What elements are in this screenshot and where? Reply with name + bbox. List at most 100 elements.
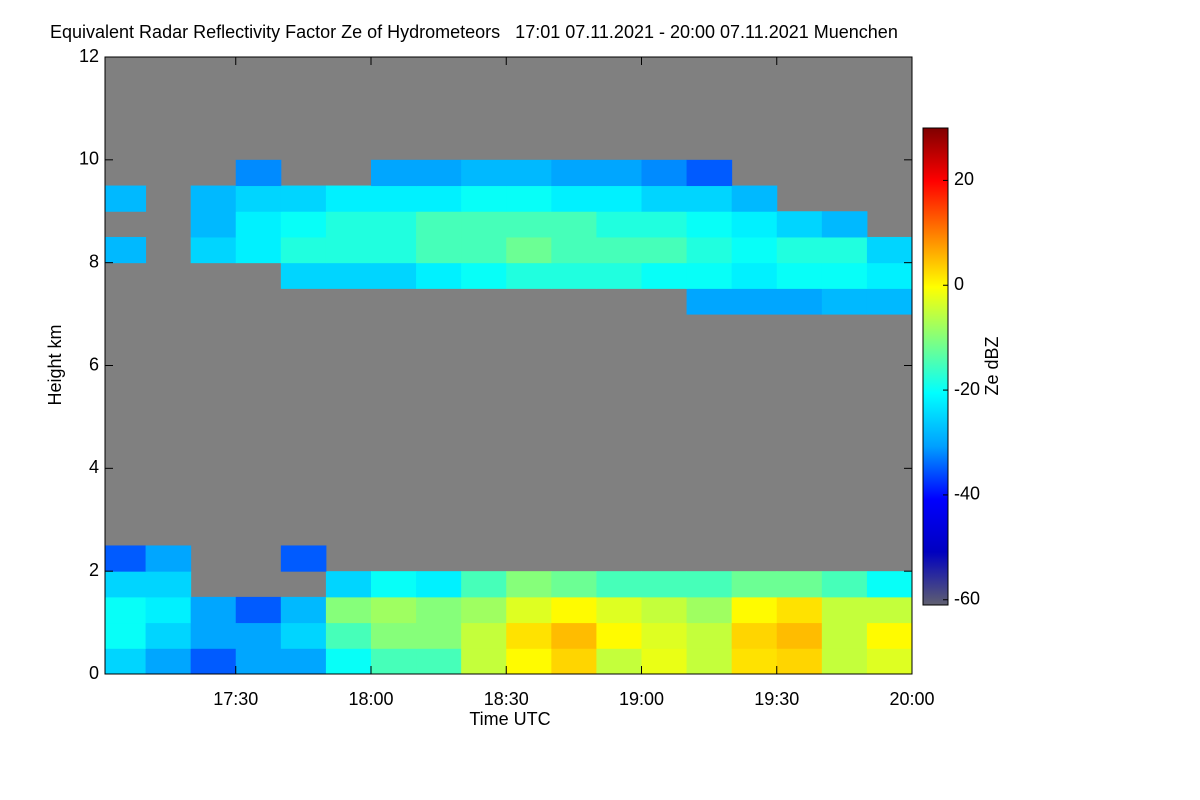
heatmap-cell [145,571,192,598]
heatmap-cell [551,622,597,649]
heatmap-cell [145,596,192,624]
heatmap-cell [686,571,733,598]
heatmap-cell [280,648,327,674]
heatmap-cell [105,648,147,674]
y-tick-label: 4 [89,457,99,477]
heatmap-cell [641,159,688,187]
colorbar-label: Ze dBZ [982,336,1002,395]
heatmap-cell [190,596,237,624]
heatmap-cell [370,262,417,289]
y-tick-label: 6 [89,354,99,374]
heatmap-cell [506,622,552,649]
heatmap-cell [686,211,733,238]
heatmap-cell [416,622,462,649]
y-tick-label: 0 [89,663,99,683]
heatmap-cell [370,211,417,238]
heatmap-cell [280,262,327,289]
heatmap-cell [596,159,642,187]
colorbar-tick-label: -40 [954,484,980,504]
heatmap-cell [235,236,282,264]
heatmap-cell [776,262,823,289]
heatmap-cell [370,571,417,598]
colorbar-tick-label: -60 [954,589,980,609]
heatmap-cell [551,648,597,674]
heatmap-cell [461,185,507,212]
heatmap-cell [596,262,642,289]
heatmap-cell [416,262,462,289]
heatmap-cell [105,545,147,572]
heatmap-cell [416,211,462,238]
heatmap-cell [280,211,327,238]
heatmap-cell [370,185,417,212]
x-tick-label: 19:00 [619,689,664,709]
heatmap-cell [731,211,778,238]
heatmap-cell [105,622,147,649]
heatmap-cell [325,262,372,289]
chart-title: Equivalent Radar Reflectivity Factor Ze … [50,22,898,42]
heatmap-cell [686,236,733,264]
heatmap-cell [731,288,778,315]
heatmap-cell [370,236,417,264]
colorbar-tick-label: -20 [954,379,980,399]
heatmap-cell [190,211,237,238]
heatmap-cell [776,648,823,674]
heatmap-cell [461,211,507,238]
heatmap-cell [190,622,237,649]
heatmap-cell [776,596,823,624]
heatmap-cell [641,596,688,624]
heatmap-cell [325,185,372,212]
heatmap-cell [776,622,823,649]
heatmap-cell [461,596,507,624]
heatmap-cell [416,236,462,264]
heatmap-cell [866,571,912,598]
heatmap-cell [686,159,733,187]
heatmap-cell [416,185,462,212]
heatmap-cell [596,596,642,624]
heatmap-cell [641,648,688,674]
heatmap-cell [235,596,282,624]
heatmap-cell [866,648,912,674]
y-tick-label: 12 [79,46,99,66]
x-tick-label: 19:30 [754,689,799,709]
heatmap-cell [866,288,912,315]
heatmap-cell [105,596,147,624]
heatmap-cell [641,622,688,649]
heatmap-cell [370,648,417,674]
heatmap-cell [731,236,778,264]
heatmap-cell [416,648,462,674]
heatmap-cell [461,648,507,674]
heatmap-cell [105,236,147,264]
heatmap-cell [641,185,688,212]
x-tick-label: 20:00 [889,689,934,709]
heatmap-cell [506,185,552,212]
colorbar-tick-label: 0 [954,274,964,294]
heatmap-cell [190,236,237,264]
heatmap-cell [596,622,642,649]
heatmap-cell [506,159,552,187]
colorbar-tick-label: 20 [954,169,974,189]
heatmap-cell [461,622,507,649]
heatmap-cell [776,211,823,238]
heatmap-cell [641,571,688,598]
heatmap-cell [821,288,868,315]
heatmap-cell [866,236,912,264]
heatmap-cell [506,211,552,238]
y-tick-label: 8 [89,251,99,271]
x-tick-label: 18:00 [348,689,393,709]
heatmap-cell [596,185,642,212]
heatmap-cell [641,211,688,238]
heatmap-cell [280,622,327,649]
heatmap-cell [596,211,642,238]
heatmap-cell [280,545,327,572]
heatmap-cell [325,648,372,674]
heatmap-cell [686,596,733,624]
heatmap-cell [641,236,688,264]
heatmap-cell [821,571,868,598]
heatmap-cell [190,648,237,674]
heatmap-cell [461,571,507,598]
heatmap-cell [325,596,372,624]
heatmap-cell [280,596,327,624]
heatmap-cell [551,159,597,187]
heatmap-cell [370,622,417,649]
heatmap-cell [190,185,237,212]
